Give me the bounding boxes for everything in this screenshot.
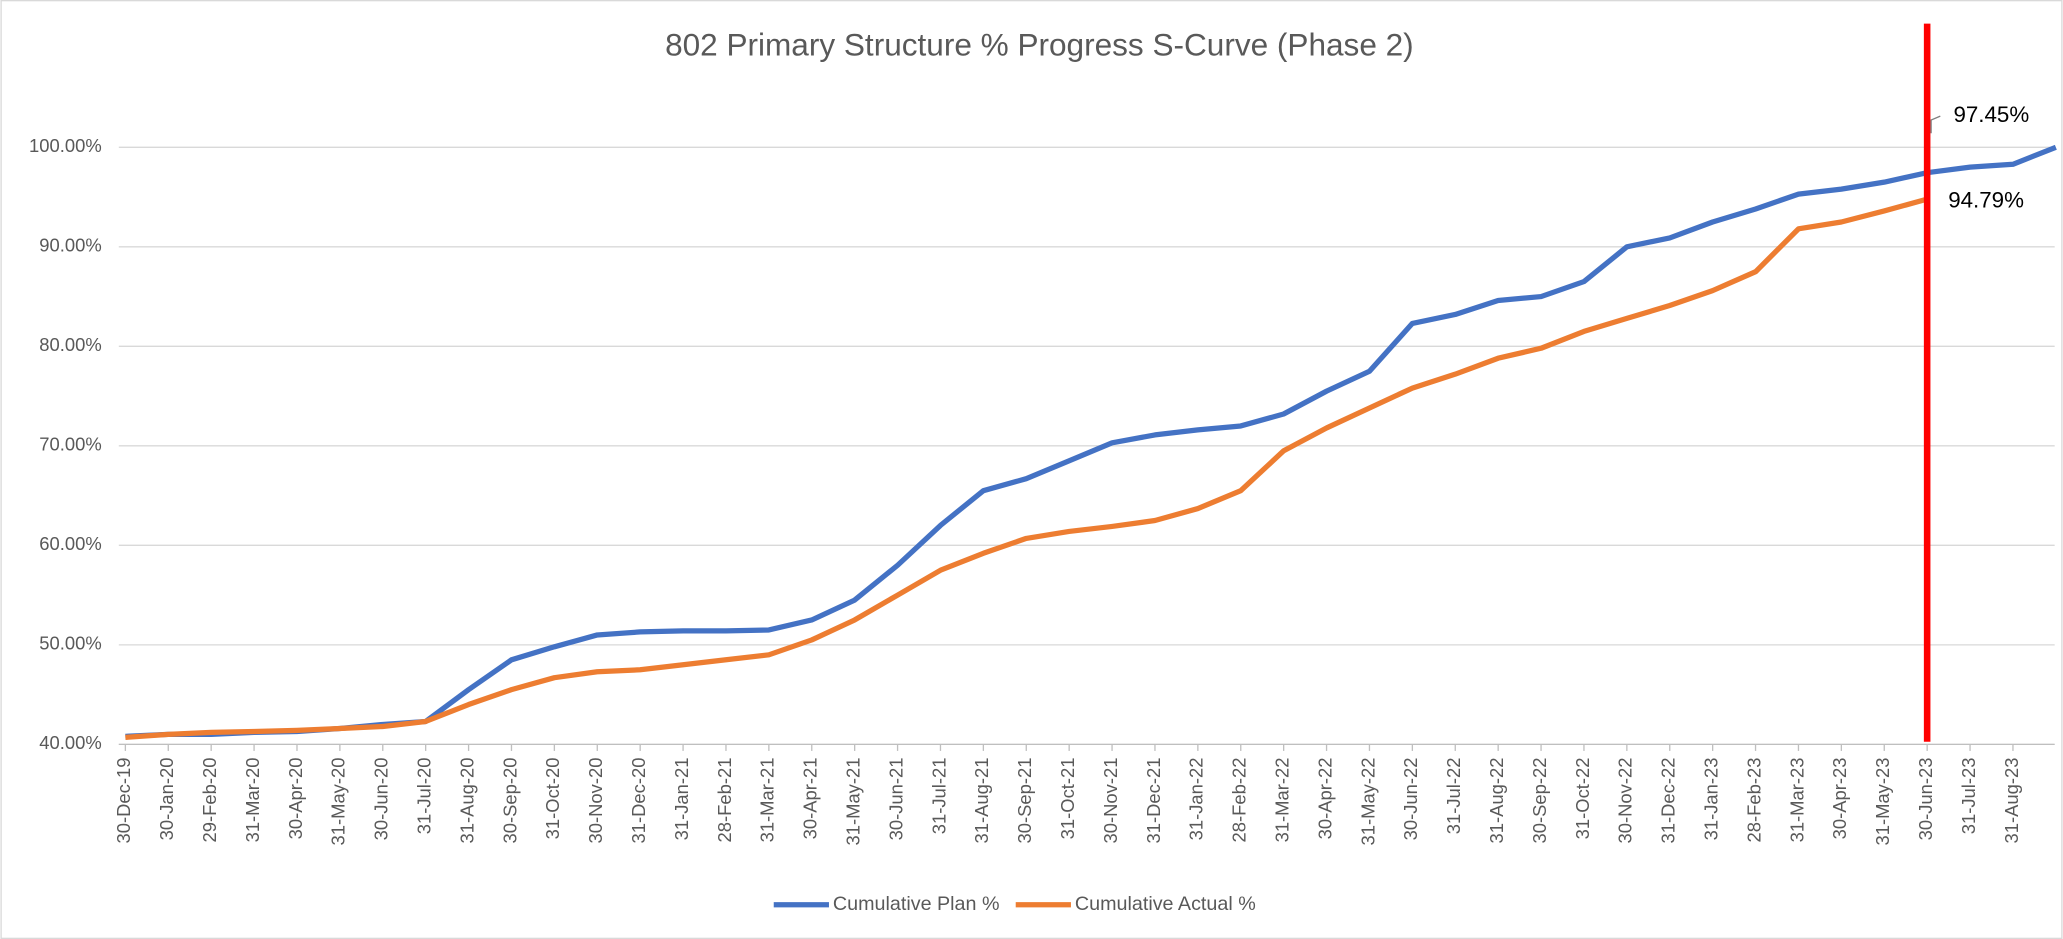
x-tick-label: 31-Mar-20 [242,758,263,843]
x-tick-label: 31-Jul-21 [928,758,949,835]
x-tick-label: 31-Oct-22 [1572,758,1593,840]
x-tick-label: 30-Sep-20 [499,758,520,844]
y-tick-label: 60.00% [39,533,101,554]
x-tick-label: 30-Sep-22 [1529,758,1550,844]
x-tick-label: 30-Dec-19 [113,758,134,844]
x-tick-label: 28-Feb-22 [1229,758,1250,843]
x-tick-label: 30-Jan-20 [156,758,177,841]
x-tick-label: 30-Jun-22 [1400,758,1421,841]
leader-line [1930,115,1941,134]
x-tick-label: 31-Dec-21 [1143,758,1164,844]
x-tick-label: 31-Dec-20 [628,758,649,844]
x-tick-label: 31-Mar-22 [1272,758,1293,843]
x-tick-label: 31-May-22 [1357,758,1378,846]
y-tick-label: 50.00% [39,633,101,654]
x-tick-label: 31-Jul-20 [414,758,435,835]
x-tick-label: 31-Oct-20 [542,758,563,840]
y-tick-label: 40.00% [39,732,101,753]
x-tick-label: 30-Nov-21 [1100,758,1121,844]
x-tick-label: 31-May-21 [843,758,864,846]
x-tick-label: 31-Mar-21 [757,758,778,843]
x-tick-label: 30-Jun-20 [371,758,392,841]
x-tick-label: 31-Oct-21 [1057,758,1078,840]
x-tick-label: 30-Jun-23 [1915,758,1936,841]
series-line [125,144,2057,739]
x-tick-label: 31-Mar-23 [1786,758,1807,843]
x-tick-label: 31-Aug-20 [456,758,477,844]
x-tick-label: 30-Apr-23 [1829,758,1850,840]
x-tick-label: 31-Jan-23 [1701,758,1722,841]
y-tick-label: 90.00% [39,235,101,256]
data-label: 94.79% [1948,188,2024,213]
legend-label: Cumulative Plan % [833,893,1000,915]
x-tick-label: 30-Nov-20 [585,758,606,844]
x-tick-label: 30-Sep-21 [1014,758,1035,844]
x-tick-label: 30-Apr-22 [1314,758,1335,840]
series-line [125,196,1928,741]
chart-title: 802 Primary Structure % Progress S-Curve… [665,27,1414,63]
legend-label: Cumulative Actual % [1075,893,1256,915]
x-tick-label: 28-Feb-23 [1743,758,1764,843]
x-tick-label: 31-Jul-23 [1958,758,1979,835]
x-tick-label: 31-May-20 [328,758,349,846]
x-tick-label: 29-Feb-20 [199,758,220,843]
x-tick-label: 30-Apr-20 [285,758,306,840]
x-tick-label: 30-Jun-21 [885,758,906,841]
x-tick-label: 31-Jan-22 [1186,758,1207,841]
data-label: 97.45% [1953,102,2029,127]
x-tick-label: 31-Jan-21 [671,758,692,841]
x-tick-label: 30-Apr-21 [800,758,821,840]
y-tick-label: 100.00% [29,135,102,156]
x-tick-label: 30-Nov-22 [1615,758,1636,844]
x-tick-label: 31-May-23 [1872,758,1893,846]
x-tick-label: 31-Aug-22 [1486,758,1507,844]
x-tick-label: 31-Jul-22 [1443,758,1464,835]
y-tick-label: 70.00% [39,434,101,455]
x-tick-label: 31-Aug-23 [2001,758,2022,844]
x-tick-label: 31-Aug-21 [971,758,992,844]
x-tick-label: 31-Dec-22 [1658,758,1679,844]
y-tick-label: 80.00% [39,334,101,355]
x-tick-label: 28-Feb-21 [714,758,735,843]
